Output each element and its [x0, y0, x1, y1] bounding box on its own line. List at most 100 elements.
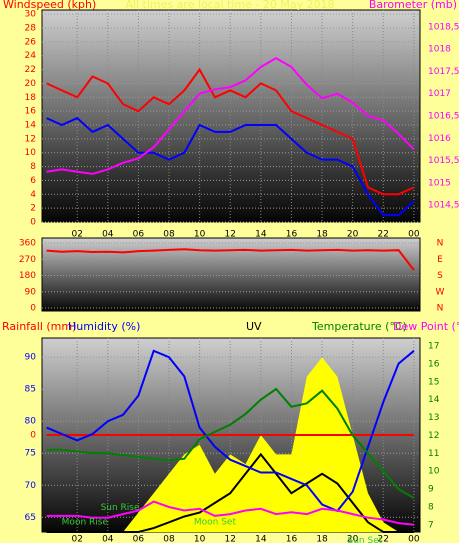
- x-tick-label: 20: [347, 230, 359, 240]
- x-tick-label: 14: [255, 535, 267, 543]
- y2-tick-label: 1018: [428, 45, 451, 55]
- y-tick-label: 22: [25, 65, 36, 75]
- y2-axis-label: Barometer (mb): [369, 0, 457, 11]
- y2-tick-label: 13: [428, 413, 439, 423]
- y-tick-label: 4: [30, 190, 36, 200]
- y-tick-label: 6: [30, 176, 36, 186]
- x-tick-label: 10: [194, 230, 206, 240]
- x-tick-label: 00: [408, 535, 420, 543]
- y2-tick-label: 1018,5: [428, 22, 459, 32]
- y2-tick-label: 8: [428, 502, 434, 512]
- y2-tick-label: 12: [428, 431, 439, 441]
- x-tick-label: 06: [133, 230, 145, 240]
- x-tick-label: 18: [316, 535, 328, 543]
- y-tick-label: 85: [25, 385, 36, 395]
- x-tick-label: 10: [194, 535, 206, 543]
- y2-tick-label: 11: [428, 449, 439, 459]
- y-axis-label: Windspeed (kph): [3, 0, 96, 11]
- x-tick-label: 06: [133, 535, 145, 543]
- y-tick-label: 16: [25, 107, 37, 117]
- y-tick-label: 12: [25, 134, 36, 144]
- y2-tick-label: 15: [428, 377, 439, 387]
- y2-tick-label: 7: [428, 520, 434, 530]
- x-tick-label: 04: [102, 535, 114, 543]
- annotation: Sun Set: [348, 536, 383, 543]
- y2-tick-label: 1015: [428, 178, 451, 188]
- series-line: [46, 500, 415, 526]
- direction-label: S: [437, 271, 443, 281]
- x-tick-label: 04: [102, 230, 114, 240]
- y2-tick-label: 16: [428, 359, 440, 369]
- y2-tick-label: 1016,5: [428, 112, 459, 122]
- y-tick-label: 26: [25, 37, 37, 47]
- y-tick-label: 28: [25, 24, 37, 34]
- y-tick-label: 90: [25, 287, 37, 297]
- series-line: [46, 387, 415, 499]
- x-tick-label: 14: [255, 230, 267, 240]
- y-tick-label: 270: [19, 255, 36, 265]
- series-line: [46, 349, 415, 513]
- y-tick-label: 75: [25, 449, 36, 459]
- y-tick-label: 10: [25, 148, 37, 158]
- x-tick-label: 02: [71, 230, 82, 240]
- chart-title: All times are local time - 20 May 2018: [125, 0, 334, 11]
- x-tick-label: 22: [378, 535, 389, 543]
- plot-area: [41, 237, 421, 312]
- y2-tick-label: 1015,5: [428, 156, 459, 166]
- x-tick-label: 00: [408, 230, 420, 240]
- series-line: [46, 116, 415, 217]
- y-tick-label: 70: [25, 481, 37, 491]
- y2-tick-label: 1017: [428, 89, 451, 99]
- y-tick-label: 90: [25, 353, 37, 363]
- y2-tick-label: 1014,5: [428, 201, 459, 211]
- x-tick-label: 16: [286, 230, 298, 240]
- annotation: Moon Rise: [62, 517, 109, 527]
- y-tick-label: 180: [19, 271, 36, 281]
- y-tick-label: 80: [25, 417, 37, 427]
- y2-tick-label: 9: [428, 485, 434, 495]
- legend-label: Temperature (°C): [311, 320, 407, 333]
- x-tick-label: 08: [163, 230, 175, 240]
- series-line: [46, 452, 414, 533]
- y-tick-label: 20: [25, 79, 37, 89]
- x-tick-label: 12: [225, 230, 236, 240]
- x-tick-label: 22: [378, 230, 389, 240]
- rain-tick-label: 0: [30, 431, 36, 441]
- legend-label: UV: [246, 320, 262, 333]
- legend-label: Humidity (%): [68, 320, 140, 333]
- y2-tick-label: 10: [428, 467, 440, 477]
- x-tick-label: 08: [163, 535, 175, 543]
- y-tick-label: 2: [30, 204, 36, 214]
- series-line: [46, 248, 415, 271]
- series-line: [46, 67, 415, 196]
- x-tick-label: 02: [71, 535, 82, 543]
- area: [46, 357, 414, 532]
- x-tick-label: 20: [347, 535, 359, 543]
- y-tick-label: 14: [25, 121, 37, 131]
- x-tick-label: 12: [225, 535, 236, 543]
- legend-label: Dew Point (°C): [393, 320, 459, 333]
- series-line: [46, 56, 415, 175]
- direction-label: N: [437, 304, 444, 314]
- x-tick-label: 18: [316, 230, 328, 240]
- y-tick-label: 18: [25, 93, 37, 103]
- y2-tick-label: 17: [428, 342, 439, 352]
- y2-tick-label: 1017,5: [428, 67, 459, 77]
- y2-tick-label: 14: [428, 395, 440, 405]
- y-tick-label: 0: [30, 304, 36, 314]
- y-tick-label: 0: [30, 218, 36, 228]
- direction-label: W: [436, 287, 445, 297]
- y2-tick-label: 1016: [428, 134, 451, 144]
- y-tick-label: 8: [30, 162, 36, 172]
- y-tick-label: 24: [25, 51, 37, 61]
- annotation: Sun Rise: [101, 503, 140, 513]
- plot-area: [41, 9, 421, 223]
- y-tick-label: 65: [25, 513, 36, 523]
- y-tick-label: 360: [19, 239, 36, 249]
- y-tick-label: 30: [25, 10, 37, 20]
- x-tick-label: 16: [286, 535, 298, 543]
- legend-label: Rainfall (mm): [2, 320, 76, 333]
- direction-label: N: [437, 239, 444, 249]
- direction-label: E: [437, 255, 443, 265]
